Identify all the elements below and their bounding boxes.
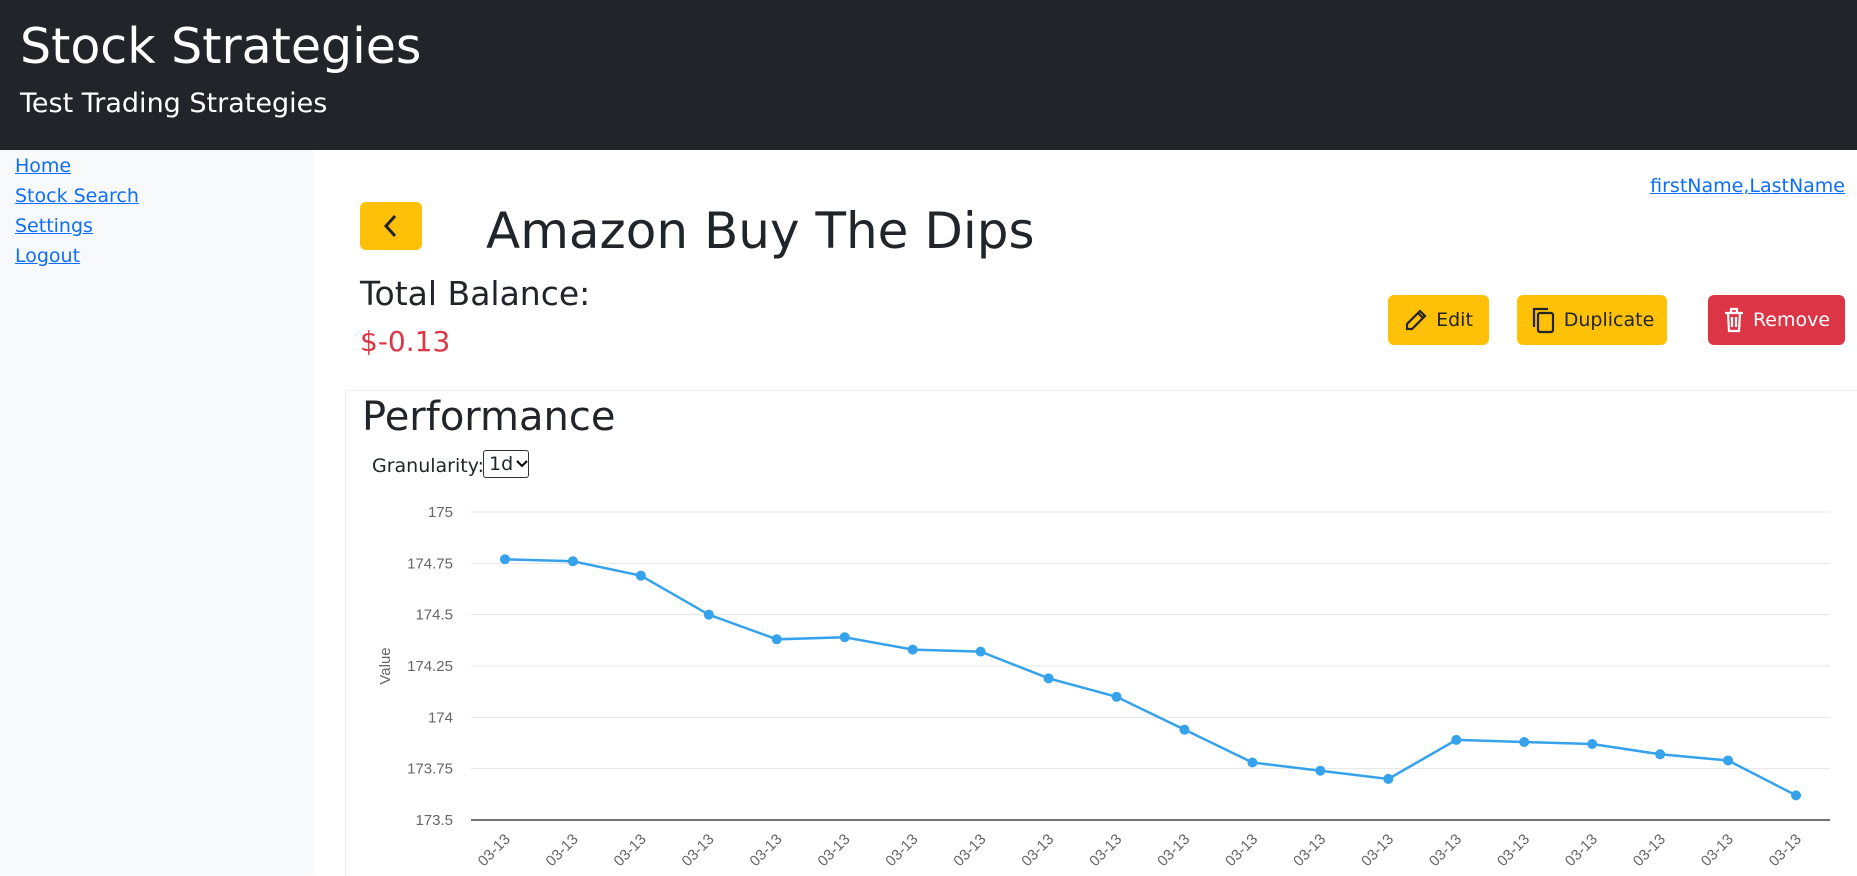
y-tick-label: 174.75 — [407, 555, 453, 572]
point — [635, 570, 646, 581]
select-value: 1d — [489, 453, 514, 475]
select-arrow — [516, 460, 528, 468]
point — [1791, 790, 1802, 801]
point — [1043, 673, 1054, 684]
x-tick-label: 03-13 — [611, 831, 650, 870]
point — [1451, 734, 1462, 745]
y-tick-label: 174 — [428, 709, 453, 726]
x-tick-label: 03-13 — [1358, 831, 1397, 870]
x-tick-label: 03-13 — [950, 831, 989, 870]
point — [1655, 749, 1666, 760]
user-link[interactable]: firstName,LastName — [1650, 175, 1845, 197]
x-tick-label: 03-13 — [543, 831, 582, 870]
back-icon — [383, 214, 397, 238]
x-tick-label: 03-13 — [1086, 831, 1125, 870]
x-tick-label: 03-13 — [1426, 831, 1465, 870]
x-tick-label: 03-13 — [814, 831, 853, 870]
site-subtitle: Test Trading Strategies — [20, 88, 328, 119]
duplicate-icon — [1532, 307, 1554, 334]
strategy-title: Amazon Buy The Dips — [486, 202, 1035, 260]
remove-icon — [1724, 307, 1743, 333]
x-tick-label: 03-13 — [475, 831, 514, 870]
granularity-label: Granularity: — [372, 455, 484, 477]
sidebar — [0, 150, 314, 875]
nav-link[interactable]: Stock Search — [15, 185, 139, 207]
point — [907, 644, 918, 655]
x-tick-label: 03-13 — [1154, 831, 1193, 870]
point — [567, 556, 578, 567]
point — [1179, 724, 1190, 735]
point — [839, 632, 850, 643]
granularity-select[interactable]: 1d — [483, 450, 529, 478]
line — [504, 557, 1797, 797]
x-tick-label: 03-13 — [1562, 831, 1601, 870]
point — [771, 634, 782, 645]
x-tick-label: 03-13 — [1222, 831, 1261, 870]
button-label: Remove — [1752, 309, 1831, 331]
performance-card — [345, 390, 1857, 876]
header — [0, 0, 1857, 150]
nav-link[interactable]: Logout — [15, 245, 81, 267]
site-title: Stock Strategies — [20, 18, 422, 75]
point — [1519, 736, 1530, 747]
balance-value: $-0.13 — [360, 325, 451, 358]
point — [499, 554, 510, 565]
y-tick-label: 174.25 — [407, 658, 453, 675]
button-label: Edit — [1436, 309, 1473, 331]
edit-icon — [1405, 309, 1427, 331]
y-tick-label: 173.5 — [415, 812, 453, 829]
back-button[interactable] — [360, 202, 422, 250]
performance-title: Performance — [362, 394, 616, 440]
x-tick-label: 03-13 — [1290, 831, 1329, 870]
x-tick-label: 03-13 — [746, 831, 785, 870]
x-tick-label: 03-13 — [1766, 831, 1805, 870]
y-tick-label: 174.5 — [415, 607, 453, 624]
duplicate-button[interactable]: Duplicate — [1517, 295, 1667, 345]
x-tick-label: 03-13 — [1630, 831, 1669, 870]
y-tick-label: 175 — [428, 504, 453, 521]
y-tick-label: 173.75 — [407, 761, 453, 778]
point — [1383, 773, 1394, 784]
x-tick-label: 03-13 — [678, 831, 717, 870]
balance-label: Total Balance: — [360, 274, 591, 313]
point — [1723, 755, 1734, 766]
edit-button[interactable]: Edit — [1388, 295, 1489, 345]
x-tick-label: 03-13 — [882, 831, 921, 870]
point — [1111, 691, 1122, 702]
nav-link[interactable]: Home — [15, 155, 72, 177]
point — [1587, 739, 1598, 750]
point — [1247, 757, 1258, 768]
nav-link[interactable]: Settings — [15, 215, 93, 237]
point — [1315, 765, 1326, 776]
remove-button[interactable]: Remove — [1708, 295, 1845, 345]
point — [975, 646, 986, 657]
button-label: Duplicate — [1563, 309, 1655, 331]
x-tick-label: 03-13 — [1018, 831, 1057, 870]
point — [703, 609, 714, 620]
x-tick-label: 03-13 — [1494, 831, 1533, 870]
x-tick-label: 03-13 — [1698, 831, 1737, 870]
y-axis-label: Value — [377, 647, 394, 684]
